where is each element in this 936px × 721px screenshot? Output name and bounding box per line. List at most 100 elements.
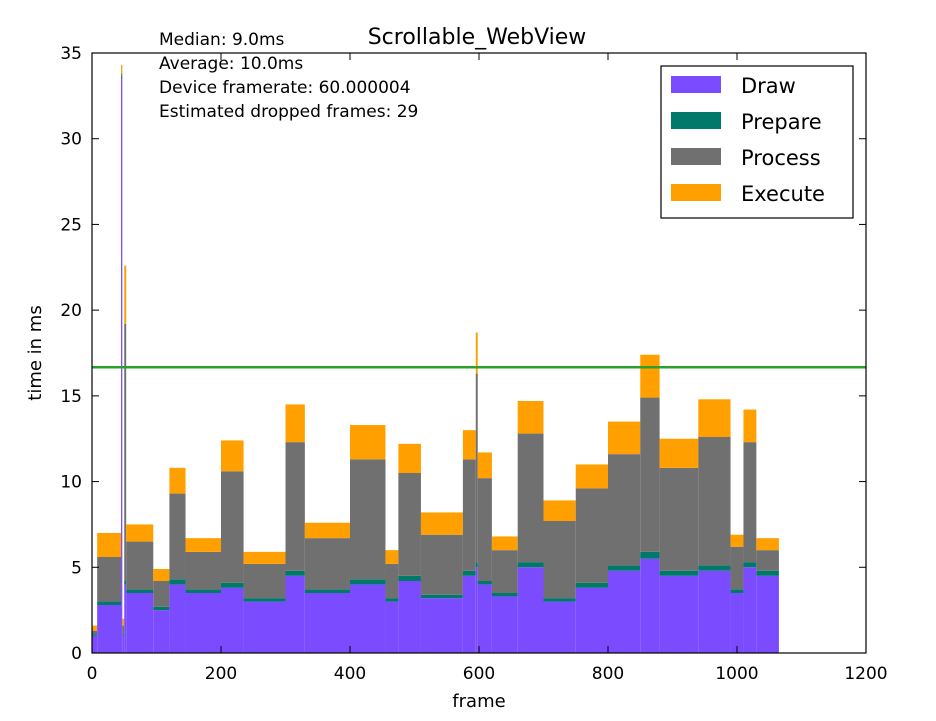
bar-draw-27 (698, 570, 731, 653)
bar-prepare-6 (153, 606, 170, 611)
chart-title: Scrollable_WebView (368, 25, 587, 50)
bar-execute-24 (608, 421, 641, 455)
bar-draw-3 (122, 635, 125, 653)
bar-draw-14 (385, 601, 399, 653)
bar-process-25 (640, 397, 660, 552)
stat-line-3: Estimated dropped frames: 29 (159, 102, 418, 122)
bar-execute-0 (92, 625, 98, 631)
bar-prepare-14 (385, 598, 399, 602)
y-tick-label-20: 20 (60, 301, 82, 321)
bar-prepare-28 (730, 589, 744, 593)
bar-process-30 (756, 550, 779, 571)
bar-process-3 (122, 625, 125, 635)
bar-prepare-5 (126, 589, 154, 593)
legend-swatch-draw (671, 76, 721, 93)
bar-execute-26 (659, 438, 699, 468)
bar-prepare-30 (756, 570, 779, 576)
y-tick-label-0: 0 (71, 644, 82, 664)
bar-execute-2 (121, 65, 123, 74)
y-tick-label-15: 15 (60, 387, 82, 407)
bar-process-14 (385, 563, 399, 599)
bar-draw-9 (221, 587, 244, 653)
bar-prepare-17 (462, 570, 476, 576)
bar-process-28 (730, 546, 744, 590)
bar-execute-11 (285, 404, 305, 443)
y-axis-label: time in ms (25, 305, 46, 400)
x-tick-label-400: 400 (334, 664, 366, 684)
bar-prepare-9 (221, 582, 244, 588)
bar-execute-9 (221, 440, 244, 472)
bar-draw-22 (543, 601, 576, 653)
bar-execute-1 (97, 533, 122, 557)
bar-prepare-24 (608, 565, 641, 571)
bar-draw-29 (743, 567, 757, 653)
bar-process-26 (659, 467, 699, 571)
bar-execute-25 (640, 354, 660, 398)
y-tick-label-30: 30 (60, 130, 82, 150)
bar-draw-6 (153, 610, 170, 653)
bar-prepare-3 (122, 634, 125, 636)
bar-prepare-15 (398, 575, 421, 581)
bar-process-19 (477, 478, 492, 581)
bar-prepare-22 (543, 598, 576, 602)
bar-execute-19 (477, 452, 492, 479)
bar-process-5 (126, 541, 154, 590)
y-tick-label-35: 35 (60, 44, 82, 64)
stat-line-0: Median: 9.0ms (159, 30, 285, 50)
bar-draw-30 (756, 575, 779, 653)
bar-execute-3 (122, 618, 125, 626)
stats-annotation: Median: 9.0ms Average: 10.0ms Device frame… (159, 30, 418, 122)
legend: Draw Prepare Process Execute (660, 65, 854, 219)
bar-draw-10 (243, 601, 286, 653)
bar-execute-23 (575, 464, 608, 489)
bar-draw-7 (169, 584, 186, 653)
bar-draw-28 (730, 593, 744, 653)
bar-process-15 (398, 473, 421, 576)
bar-draw-15 (398, 581, 421, 653)
bar-draw-11 (285, 575, 305, 653)
legend-swatch-prepare (671, 112, 721, 129)
legend-swatch-execute (671, 184, 721, 201)
bar-prepare-10 (243, 598, 286, 602)
bar-prepare-23 (575, 582, 608, 588)
x-axis-ticks: 0 200 400 600 800 1000 1200 (87, 53, 888, 684)
bar-draw-16 (420, 598, 463, 653)
bar-process-27 (698, 437, 731, 566)
legend-swatch-process (671, 148, 721, 165)
bar-prepare-29 (743, 562, 757, 568)
bar-draw-23 (575, 587, 608, 653)
bar-process-9 (221, 471, 244, 583)
x-tick-label-0: 0 (87, 664, 98, 684)
y-tick-label-5: 5 (71, 558, 82, 578)
bar-execute-5 (126, 524, 154, 542)
legend-label-prepare: Prepare (741, 110, 822, 134)
bar-draw-4 (124, 584, 127, 653)
bar-process-2 (121, 73, 123, 77)
x-tick-label-200: 200 (205, 664, 237, 684)
bar-prepare-11 (285, 570, 305, 576)
stat-line-1: Average: 10.0ms (159, 54, 303, 74)
bar-execute-18 (475, 332, 478, 374)
bar-process-1 (97, 557, 122, 602)
bar-process-4 (124, 323, 127, 581)
bar-draw-20 (491, 596, 518, 653)
bars-group (92, 65, 779, 653)
bar-process-0 (92, 630, 98, 635)
x-axis-label: frame (452, 691, 505, 712)
legend-label-draw: Draw (741, 74, 796, 98)
bar-execute-17 (462, 430, 476, 460)
bar-prepare-0 (92, 634, 98, 636)
bar-prepare-1 (97, 601, 122, 605)
bar-prepare-16 (420, 594, 463, 599)
bar-execute-20 (491, 536, 518, 551)
bar-process-16 (420, 534, 463, 595)
bar-execute-10 (243, 551, 286, 564)
bar-execute-29 (743, 409, 757, 443)
bar-prepare-20 (491, 593, 518, 597)
y-tick-label-10: 10 (60, 473, 82, 493)
bar-execute-13 (350, 425, 386, 460)
x-tick-label-1000: 1000 (715, 664, 758, 684)
x-tick-label-1200: 1200 (844, 664, 887, 684)
bar-draw-12 (304, 593, 350, 653)
